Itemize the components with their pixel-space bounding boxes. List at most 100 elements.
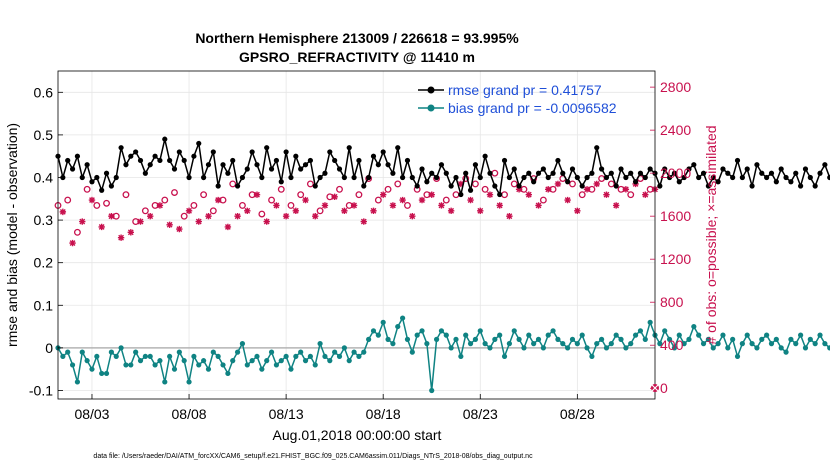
y-tick-label: 0.4: [34, 169, 54, 185]
rmse-point: [196, 140, 202, 147]
obs-assimilated-point: [214, 196, 222, 204]
rmse-point: [458, 191, 464, 198]
bias-point: [264, 358, 270, 364]
bias-point: [361, 349, 367, 355]
bias-point: [210, 349, 216, 355]
bias-point: [147, 353, 153, 360]
obs-assimilated-point: [515, 186, 523, 193]
obs-possible-point: [180, 212, 188, 220]
x-tick-label: 08/08: [172, 406, 207, 422]
y2-tick-label: 2800: [660, 79, 691, 95]
obs-possible-point: [209, 207, 217, 215]
obs-assimilated-point: [360, 218, 367, 225]
y2-tick-label: 800: [660, 294, 684, 310]
rmse-point: [404, 157, 411, 164]
bias-point: [448, 345, 454, 351]
rmse-point: [336, 166, 343, 172]
bias-point: [618, 336, 624, 342]
y2-tick-label: 2000: [660, 165, 691, 181]
rmse-point: [754, 162, 760, 168]
obs-assimilated-point: [418, 196, 426, 204]
rmse-point: [632, 179, 639, 185]
rmse-point: [356, 157, 362, 164]
bias-point: [608, 341, 614, 347]
rmse-point: [788, 179, 794, 185]
bias-point: [409, 349, 415, 355]
rmse-point: [443, 170, 449, 176]
rmse-point: [506, 174, 512, 181]
rmse-point: [715, 179, 721, 185]
rmse-point: [307, 157, 313, 164]
obs-possible-point: [627, 191, 635, 199]
obs-assimilated-point: [69, 239, 76, 247]
obs-possible-point: [355, 191, 363, 199]
rmse-point: [705, 183, 711, 189]
bias-point: [438, 328, 445, 334]
bias-point: [332, 349, 338, 355]
bias-point: [424, 341, 430, 347]
bias-point: [540, 345, 546, 351]
bias-point: [108, 349, 114, 355]
bias-point: [710, 345, 716, 351]
obs-count-layer: [54, 169, 659, 247]
obs-assimilated-point: [302, 196, 309, 204]
rmse-point: [142, 170, 148, 176]
obs-assimilated-point: [263, 218, 270, 225]
rmse-point: [657, 183, 663, 189]
bias-point: [157, 358, 163, 364]
bias-point: [637, 328, 644, 334]
bias-point: [822, 341, 828, 347]
obs-possible-point: [277, 185, 285, 193]
bias-point: [662, 328, 668, 334]
obs-assimilated-point: [477, 207, 484, 215]
rmse-point: [395, 145, 401, 151]
rmse-point: [181, 157, 187, 164]
rmse-point: [351, 174, 357, 181]
bias-point: [419, 328, 425, 334]
rmse-point: [739, 174, 745, 181]
obs-assimilated-point: [574, 207, 581, 215]
y-tick-label: 0.1: [34, 297, 54, 313]
legend-bias-marker: [427, 104, 435, 112]
rmse-point: [671, 170, 678, 176]
obs-possible-point: [306, 180, 314, 188]
bias-point: [778, 345, 784, 351]
bias-point: [812, 341, 818, 347]
obs-assimilated-point: [185, 207, 193, 215]
bias-point: [550, 328, 556, 334]
obs-assimilated-point: [438, 202, 445, 209]
bias-point: [691, 323, 697, 330]
obs-possible-point: [336, 185, 343, 193]
obs-possible-point: [384, 185, 392, 193]
obs-possible-point: [539, 196, 547, 204]
obs-assimilated-point: [525, 191, 533, 198]
bias-point: [632, 332, 639, 338]
rmse-point: [288, 174, 294, 181]
obs-assimilated-point: [583, 186, 591, 193]
rmse-point: [123, 162, 129, 168]
legend-bias-label: bias grand pr = -0.0096582: [448, 100, 617, 116]
bias-point: [171, 366, 178, 372]
bias-point: [492, 336, 498, 342]
bias-point: [497, 332, 503, 338]
rmse-point: [574, 174, 580, 181]
obs-possible-point: [93, 201, 101, 209]
rmse-point: [147, 162, 153, 168]
bias-point: [671, 345, 678, 351]
bias-point: [827, 345, 830, 351]
obs-possible-point: [229, 180, 237, 188]
rmse-point: [79, 174, 85, 181]
rmse-point: [817, 170, 823, 176]
rmse-point: [700, 170, 707, 176]
rmse-point: [69, 166, 76, 172]
rmse-point: [463, 170, 469, 176]
rmse-point: [511, 166, 517, 172]
rmse-point: [438, 162, 445, 168]
bias-point: [215, 353, 221, 360]
obs-possible-point: [103, 199, 110, 207]
obs-possible-point: [481, 185, 489, 193]
obs-assimilated-point: [253, 191, 261, 198]
rmse-point: [283, 149, 289, 155]
rmse-point: [764, 174, 770, 181]
bias-point: [167, 353, 173, 360]
